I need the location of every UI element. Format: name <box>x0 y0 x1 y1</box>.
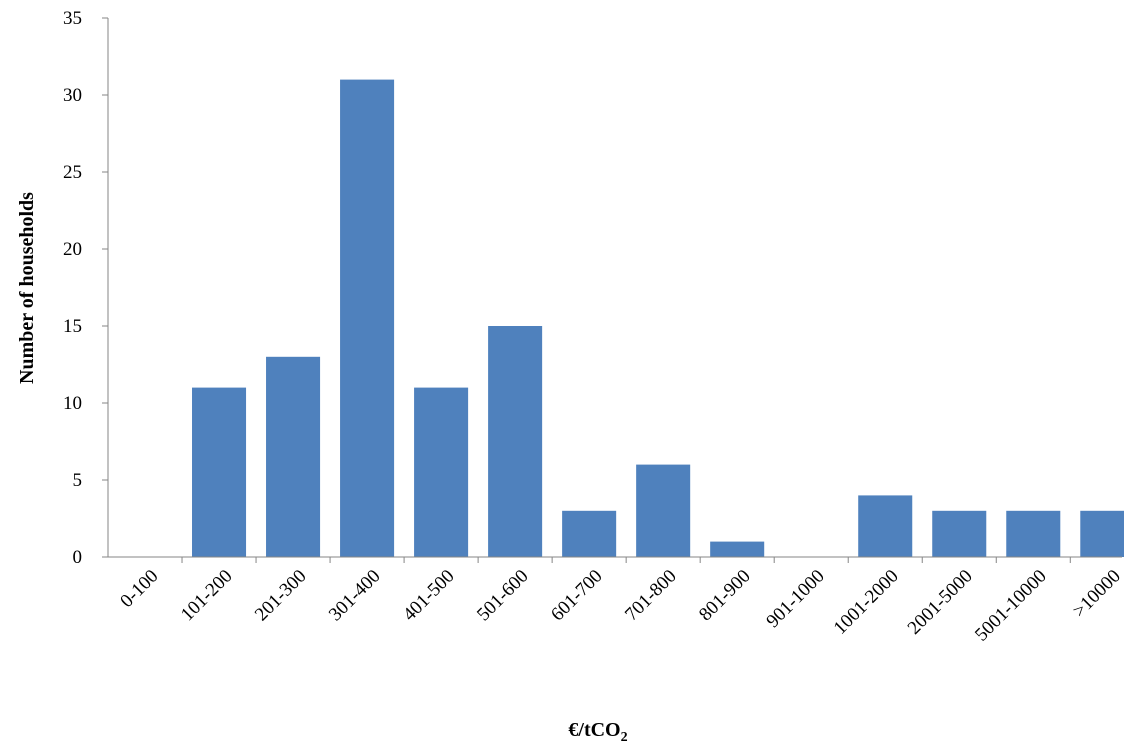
bar-101-200 <box>192 387 247 557</box>
x-tick-label: 0-100 <box>116 566 162 612</box>
x-tick-label: 401-500 <box>399 566 459 626</box>
y-tick-label: 35 <box>63 8 82 29</box>
bar-1001-2000 <box>858 495 913 557</box>
y-tick-label: 10 <box>63 393 82 414</box>
x-tick-label: 101-200 <box>177 566 237 626</box>
y-tick-label: 15 <box>63 316 82 337</box>
x-tick-label: 2001-5000 <box>904 566 977 639</box>
x-tick-label: >10000 <box>1069 566 1124 622</box>
x-tick-label: 201-300 <box>251 566 311 626</box>
bar-801-900 <box>710 541 765 557</box>
bar-201-300 <box>266 356 321 557</box>
x-tick-label: 601-700 <box>547 566 607 626</box>
x-tick-label: 5001-10000 <box>971 566 1051 646</box>
y-axis-label: Number of households <box>16 192 38 384</box>
y-axis-ticks: 0 5 10 15 20 25 30 35 <box>63 8 108 568</box>
bar->10000 <box>1080 510 1124 557</box>
bar-5001-10000 <box>1006 510 1061 557</box>
y-tick-label: 0 <box>73 547 83 568</box>
bar-601-700 <box>562 510 617 557</box>
y-tick-label: 30 <box>63 85 82 106</box>
bar-501-600 <box>488 326 543 557</box>
x-axis-ticks: 0-100 101-200 201-300 301-400 401-500 501-600… <box>116 557 1124 645</box>
bars <box>192 79 1124 557</box>
x-tick-label: 1001-2000 <box>830 566 903 639</box>
x-axis-label-subscript: 2 <box>621 730 628 745</box>
bar-301-400 <box>340 79 395 557</box>
x-tick-label: 301-400 <box>325 566 385 626</box>
y-tick-label: 20 <box>63 239 82 260</box>
bar-2001-5000 <box>932 510 987 557</box>
x-tick-label: 501-600 <box>473 566 533 626</box>
x-tick-label: 901-1000 <box>762 566 828 632</box>
y-tick-label: 5 <box>73 470 83 491</box>
x-axis-label: €/tCO2 <box>568 719 627 745</box>
bar-401-500 <box>414 387 469 557</box>
x-tick-label: 701-800 <box>621 566 681 626</box>
x-tick-label: 801-900 <box>695 566 755 626</box>
bar-701-800 <box>636 464 691 557</box>
y-tick-label: 25 <box>63 162 82 183</box>
x-axis-label-main: €/tCO <box>568 719 620 741</box>
